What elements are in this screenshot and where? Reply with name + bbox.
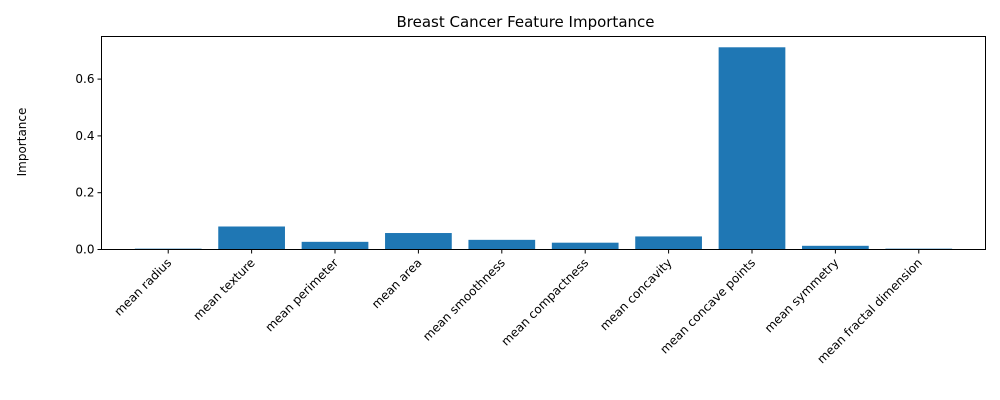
x-tick-label: mean smoothness: [420, 256, 508, 344]
y-axis-ticks: 0.0 0.2 0.4 0.6: [75, 72, 102, 257]
plot-frame: [101, 36, 986, 250]
bar-mean-concave-points: [718, 47, 786, 250]
bar-mean-smoothness: [468, 239, 536, 250]
x-axis-ticks: mean radius mean texture mean perimeter mea…: [111, 249, 925, 366]
x-tick-label: mean concavity: [597, 256, 674, 333]
x-tick-label: mean perimeter: [262, 256, 341, 335]
x-tick-label: mean symmetry: [762, 256, 842, 336]
bar-mean-compactness: [551, 242, 619, 250]
x-tick-label: mean compactness: [499, 256, 592, 349]
x-tick-label: mean concave points: [657, 256, 758, 357]
bar-mean-area: [385, 233, 452, 250]
y-tick-label: 0.6: [75, 72, 94, 86]
bars-group: [134, 47, 953, 250]
bar-mean-symmetry: [802, 245, 869, 250]
bar-mean-perimeter: [301, 241, 369, 250]
y-tick-label: 0.0: [75, 243, 94, 257]
x-tick-label: mean area: [369, 256, 425, 312]
y-axis-label: Importance: [15, 108, 29, 177]
chart-title: Breast Cancer Feature Importance: [396, 13, 654, 31]
bar-mean-concavity: [635, 236, 702, 250]
y-tick-label: 0.2: [75, 186, 94, 200]
x-tick-label: mean texture: [190, 256, 257, 323]
x-tick-label: mean radius: [111, 256, 174, 319]
y-tick-label: 0.4: [75, 129, 94, 143]
bar-mean-texture: [218, 226, 285, 250]
